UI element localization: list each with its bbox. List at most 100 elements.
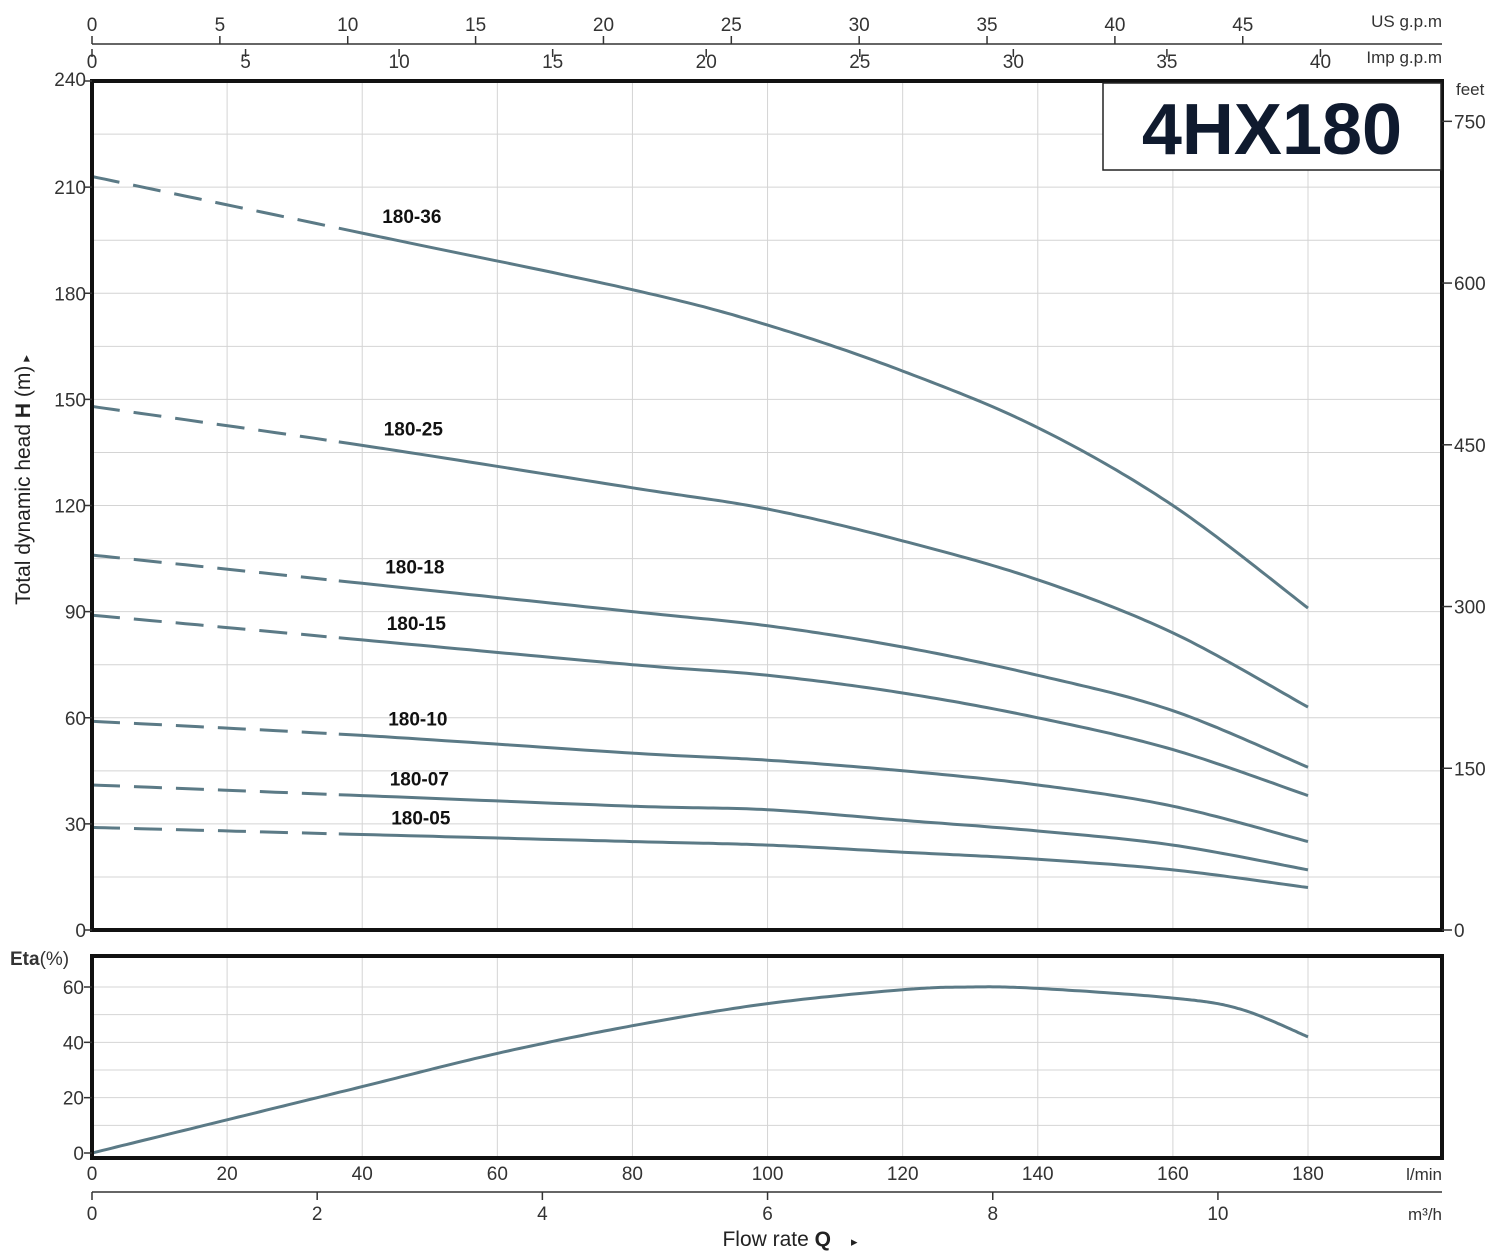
m3h-tick-label: 0: [87, 1204, 98, 1225]
eta-axis-title-suffix: (%): [40, 949, 70, 970]
m3h-tick-label: 8: [987, 1204, 998, 1225]
eta-ytick-label: 20: [63, 1089, 84, 1110]
usgpm-tick-label: 25: [721, 15, 742, 36]
head-ytick-label: 30: [65, 815, 86, 836]
y-axis-title-prefix: Total dynamic head: [12, 418, 35, 605]
usgpm-tick-label: 20: [593, 15, 614, 36]
impgpm-tick-label: 30: [1003, 52, 1024, 73]
curve-dashed-180-36: [91, 175, 327, 228]
curve-180-05: [338, 832, 1309, 889]
curve-label-180-25: 180-25: [384, 419, 444, 440]
chart-title: 4HX180: [1142, 90, 1402, 170]
lmin-tick-label: 80: [622, 1164, 643, 1185]
curve-dashed-180-18: [91, 553, 327, 582]
head-ytick-label: 150: [54, 390, 86, 411]
head-ytick-label: 180: [54, 284, 86, 305]
curve-180-18: [338, 579, 1309, 769]
eta-panel-frame: [90, 954, 1444, 1160]
y-axis-title-bold: H: [12, 403, 35, 418]
impgpm-tick-label: 15: [542, 52, 563, 73]
y-axis-title: Total dynamic head H (m) ▸: [12, 355, 35, 605]
grid-layer: [92, 81, 1442, 1158]
curve-180-25: [338, 440, 1309, 709]
feet-unit-label: feet: [1456, 80, 1485, 99]
x-axis-title-arrow: ▸: [851, 1234, 858, 1249]
curve-dashed-180-10: [91, 719, 327, 735]
eta-curve: [91, 985, 1309, 1155]
usgpm-tick-label: 45: [1232, 15, 1253, 36]
curve-180-10: [338, 732, 1309, 844]
lmin-unit-label: l/min: [1406, 1165, 1442, 1184]
eta-ytick-label: 0: [73, 1144, 84, 1165]
curve-dashed-180-05: [91, 825, 327, 836]
usgpm-tick-label: 35: [976, 15, 997, 36]
head-ytick-label: 210: [54, 178, 86, 199]
curve-180-07: [338, 793, 1309, 872]
tick-layer: 0306090120150180210240015030045060075002…: [54, 15, 1485, 1225]
feet-ytick-label: 600: [1454, 274, 1486, 295]
m3h-tick-label: 6: [762, 1204, 773, 1225]
lmin-tick-label: 60: [487, 1164, 508, 1185]
head-ytick-label: 60: [65, 709, 86, 730]
usgpm-tick-label: 30: [849, 15, 870, 36]
impgpm-tick-label: 25: [849, 52, 870, 73]
head-ytick-label: 240: [54, 70, 86, 91]
usgpm-tick-label: 10: [337, 15, 358, 36]
usgpm-tick-label: 0: [87, 15, 98, 36]
curve-label-180-15: 180-15: [387, 614, 447, 635]
usgpm-unit-label: US g.p.m: [1371, 12, 1442, 31]
feet-ytick-label: 300: [1454, 598, 1486, 619]
x-axis-title-prefix: Flow rate: [722, 1228, 814, 1251]
curve-label-180-36: 180-36: [382, 207, 441, 228]
title-box: [1102, 82, 1442, 171]
head-ytick-label: 0: [75, 921, 86, 942]
impgpm-tick-label: 5: [240, 52, 251, 73]
lmin-tick-label: 120: [887, 1164, 919, 1185]
lmin-tick-label: 100: [752, 1164, 784, 1185]
curve-180-36: [338, 226, 1309, 610]
x-axis-title: Flow rate Q ▸: [722, 1228, 858, 1251]
impgpm-tick-label: 40: [1310, 52, 1331, 73]
m3h-unit-label: m³/h: [1408, 1205, 1442, 1224]
curve-label-180-10: 180-10: [388, 709, 447, 730]
m3h-tick-label: 10: [1207, 1204, 1228, 1225]
impgpm-tick-label: 0: [87, 52, 98, 73]
x-axis-title-bold: Q: [815, 1228, 831, 1251]
usgpm-tick-label: 5: [215, 15, 226, 36]
lmin-tick-label: 140: [1022, 1164, 1054, 1185]
head-ytick-label: 120: [54, 497, 86, 518]
y-axis-title-arrow: ▸: [18, 355, 33, 362]
m3h-tick-label: 4: [537, 1204, 548, 1225]
impgpm-tick-label: 10: [389, 52, 410, 73]
impgpm-tick-label: 20: [696, 52, 717, 73]
feet-ytick-label: 150: [1454, 759, 1486, 780]
curve-label-180-18: 180-18: [385, 557, 444, 578]
curve-label-180-05: 180-05: [391, 808, 451, 829]
usgpm-tick-label: 15: [465, 15, 486, 36]
y-axis-title-suffix: (m): [12, 366, 35, 403]
lmin-tick-label: 40: [352, 1164, 373, 1185]
feet-ytick-label: 0: [1454, 921, 1465, 942]
curve-dashed-180-15: [91, 613, 327, 639]
lmin-tick-label: 20: [217, 1164, 238, 1185]
curve-layer: [91, 175, 1309, 1155]
eta-ytick-label: 40: [63, 1033, 84, 1054]
curve-180-15: [338, 636, 1309, 798]
curve-dashed-180-25: [91, 404, 327, 442]
feet-ytick-label: 750: [1454, 112, 1486, 133]
m3h-tick-label: 2: [312, 1204, 323, 1225]
impgpm-unit-label: Imp g.p.m: [1366, 48, 1442, 67]
head-ytick-label: 90: [65, 603, 86, 624]
feet-ytick-label: 450: [1454, 436, 1486, 457]
usgpm-tick-label: 40: [1104, 15, 1125, 36]
label-layer: 180-36 180-25 180-18 180-15 180-10 180-07 180-…: [382, 207, 451, 829]
frame-layer: [90, 79, 1444, 1160]
eta-axis-title-bold: Eta: [10, 949, 40, 970]
lmin-tick-label: 160: [1157, 1164, 1189, 1185]
eta-axis-title: Eta(%): [10, 949, 69, 970]
curve-label-180-07: 180-07: [390, 770, 449, 791]
eta-ytick-label: 60: [63, 978, 84, 999]
lmin-tick-label: 180: [1292, 1164, 1324, 1185]
curve-dashed-180-07: [91, 783, 327, 796]
